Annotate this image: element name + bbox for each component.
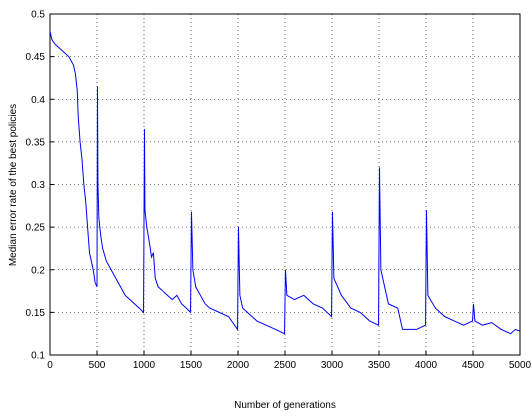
- x-tick-label: 4500: [462, 360, 485, 371]
- y-axis-label: Median error rate of the best policies: [8, 104, 19, 266]
- y-tick-label: 0.45: [26, 52, 46, 63]
- y-tick-label: 0.15: [26, 308, 46, 319]
- y-tick-label: 0.2: [31, 265, 45, 276]
- x-axis-label: Number of generations: [234, 400, 336, 411]
- y-tick-label: 0.4: [31, 95, 45, 106]
- x-tick-label: 4000: [415, 360, 438, 371]
- x-tick-label: 500: [89, 360, 106, 371]
- x-tick-label: 3000: [321, 360, 344, 371]
- y-tick-label: 0.3: [31, 180, 45, 191]
- y-tick-label: 0.25: [26, 223, 46, 234]
- x-tick-label: 5000: [509, 360, 532, 371]
- x-tick-label: 0: [47, 360, 53, 371]
- plot-frame: [49, 13, 521, 356]
- y-tick-label: 0.5: [31, 10, 45, 21]
- y-tick-label: 0.35: [26, 137, 46, 148]
- x-tick-label: 2000: [227, 360, 250, 371]
- x-tick-label: 1500: [180, 360, 203, 371]
- y-tick-label: 0.1: [31, 351, 45, 362]
- x-tick-label: 1000: [133, 360, 156, 371]
- line-series: [49, 30, 521, 335]
- x-tick-label: 2500: [274, 360, 297, 371]
- x-tick-label: 3500: [368, 360, 391, 371]
